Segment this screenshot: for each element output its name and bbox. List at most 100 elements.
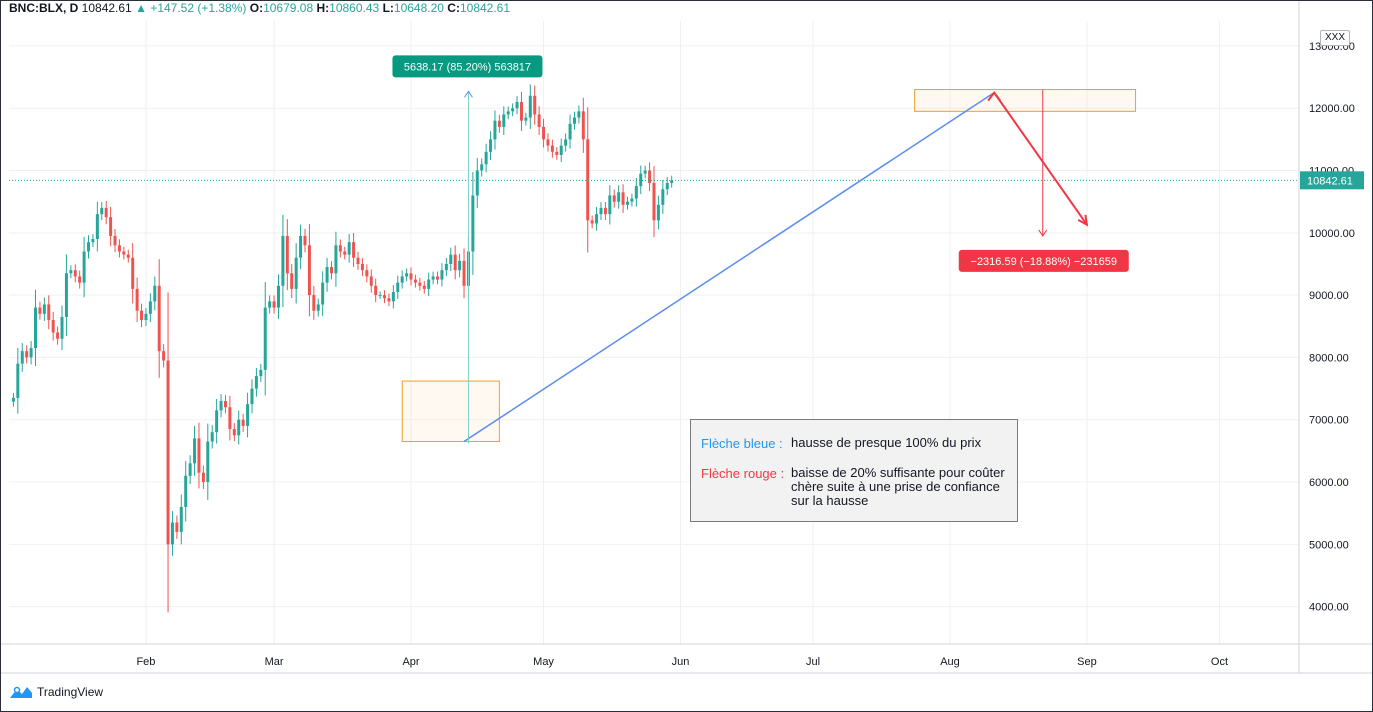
candle-body[interactable] (656, 204, 660, 221)
candle-body[interactable] (550, 145, 554, 152)
currency-button[interactable]: XXX (1320, 30, 1350, 46)
candle-body[interactable] (462, 260, 466, 286)
candle-body[interactable] (621, 192, 625, 205)
candle-body[interactable] (524, 117, 528, 121)
candle-body[interactable] (16, 363, 20, 398)
candle-body[interactable] (312, 295, 316, 311)
candle-body[interactable] (272, 301, 276, 308)
candle-body[interactable] (493, 120, 497, 140)
blue-arrow-line[interactable] (463, 92, 995, 443)
candle-body[interactable] (652, 182, 656, 221)
candle-body[interactable] (546, 139, 550, 146)
candle-body[interactable] (170, 522, 174, 545)
candle-body[interactable] (542, 126, 546, 140)
candle-body[interactable] (157, 285, 161, 352)
candle-body[interactable] (122, 251, 126, 255)
candle-body[interactable] (489, 139, 493, 152)
candle-body[interactable] (153, 285, 157, 302)
candle-body[interactable] (612, 195, 616, 202)
candle-body[interactable] (109, 217, 113, 236)
candle-body[interactable] (515, 101, 519, 109)
candle-body[interactable] (436, 276, 440, 280)
candle-body[interactable] (590, 220, 594, 224)
candle-body[interactable] (73, 270, 77, 277)
candle-body[interactable] (91, 239, 95, 243)
candle-body[interactable] (661, 189, 665, 205)
range-box[interactable] (401, 380, 500, 443)
candle-body[interactable] (188, 463, 192, 476)
candle-body[interactable] (625, 201, 629, 205)
candle-body[interactable] (268, 301, 272, 308)
range-box[interactable] (914, 89, 1137, 112)
candle-body[interactable] (307, 245, 311, 296)
candle-body[interactable] (246, 404, 250, 426)
candle-body[interactable] (100, 207, 104, 215)
candle-body[interactable] (391, 292, 395, 302)
candle-body[interactable] (343, 251, 347, 255)
candle-body[interactable] (480, 164, 484, 171)
candle-body[interactable] (60, 316, 64, 339)
candle-body[interactable] (365, 270, 369, 277)
candle-body[interactable] (665, 182, 669, 190)
candle-body[interactable] (431, 276, 435, 280)
candle-body[interactable] (294, 257, 298, 289)
candle-body[interactable] (179, 506, 183, 532)
candle-body[interactable] (506, 111, 510, 115)
candle-body[interactable] (29, 348, 33, 358)
candle-body[interactable] (303, 235, 307, 246)
candle-body[interactable] (533, 95, 537, 115)
candle-body[interactable] (577, 111, 581, 118)
candle-body[interactable] (670, 180, 674, 183)
candle-body[interactable] (56, 332, 60, 339)
candle-body[interactable] (113, 235, 117, 246)
candle-body[interactable] (197, 438, 201, 473)
symbol-name[interactable]: BNC:BLX, D (9, 1, 79, 15)
candle-body[interactable] (555, 151, 559, 155)
candle-body[interactable] (409, 273, 413, 280)
candle-body[interactable] (148, 301, 152, 314)
candle-body[interactable] (347, 242, 351, 255)
candle-body[interactable] (634, 186, 638, 199)
candle-body[interactable] (599, 207, 603, 215)
candle-body[interactable] (648, 170, 652, 183)
candle-body[interactable] (135, 288, 139, 311)
candle-body[interactable] (383, 295, 387, 299)
candle-body[interactable] (51, 320, 55, 333)
candle-body[interactable] (131, 257, 135, 289)
candle-body[interactable] (374, 285, 378, 296)
candle-body[interactable] (413, 279, 417, 283)
candle-body[interactable] (140, 310, 144, 321)
candle-body[interactable] (25, 351, 29, 358)
candle-body[interactable] (643, 170, 647, 174)
candle-body[interactable] (175, 522, 179, 532)
candle-body[interactable] (356, 257, 360, 264)
candle-body[interactable] (250, 388, 254, 405)
candle-body[interactable] (586, 139, 590, 221)
candle-body[interactable] (334, 245, 338, 274)
candle-body[interactable] (206, 441, 210, 483)
candle-body[interactable] (484, 151, 488, 165)
candle-body[interactable] (82, 251, 86, 283)
candle-body[interactable] (321, 282, 325, 305)
candle-body[interactable] (422, 285, 426, 289)
candle-body[interactable] (95, 214, 99, 240)
candle-body[interactable] (564, 139, 568, 146)
candle-body[interactable] (184, 475, 188, 507)
candle-body[interactable] (639, 173, 643, 187)
candle-body[interactable] (228, 407, 232, 430)
candle-body[interactable] (20, 351, 24, 364)
candle-body[interactable] (528, 95, 532, 118)
candle-body[interactable] (219, 401, 223, 411)
candle-body[interactable] (87, 242, 91, 252)
candle-body[interactable] (201, 472, 205, 483)
candle-body[interactable] (42, 304, 46, 314)
candle-body[interactable] (276, 285, 280, 308)
candle-body[interactable] (519, 101, 523, 121)
candle-body[interactable] (387, 298, 391, 302)
candle-body[interactable] (64, 273, 68, 317)
candle-body[interactable] (440, 270, 444, 280)
candle-body[interactable] (352, 242, 356, 258)
candle-body[interactable] (316, 304, 320, 311)
candle-body[interactable] (400, 276, 404, 283)
candle-body[interactable] (330, 267, 333, 274)
